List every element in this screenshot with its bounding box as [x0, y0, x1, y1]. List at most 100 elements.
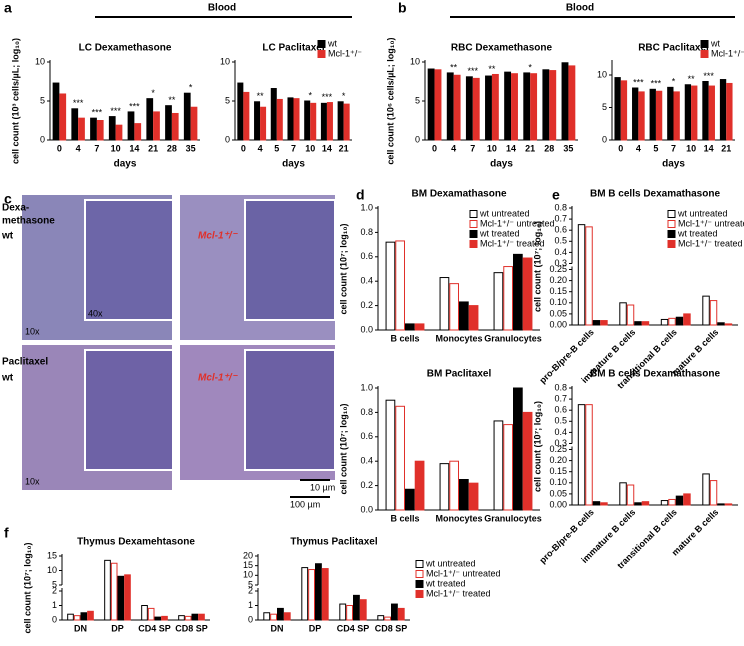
x-tick-label: 10: [111, 143, 121, 153]
bar: [667, 86, 674, 141]
bar: [127, 111, 135, 141]
bar: [684, 84, 692, 141]
bar: [183, 92, 191, 141]
bar: [683, 313, 691, 326]
bar: [522, 257, 533, 331]
bar: [513, 387, 523, 511]
bar: [337, 101, 344, 141]
bar: [702, 295, 710, 326]
y-tick-label: 1: [248, 600, 253, 610]
y-tick-label: 0.15: [549, 286, 567, 296]
bar: [655, 90, 663, 141]
y-tick-label: 0.3: [554, 438, 567, 448]
panel-label: b: [398, 0, 407, 16]
bar: [446, 72, 454, 141]
bar: [147, 607, 155, 621]
bar: [115, 124, 123, 141]
significance: *: [528, 62, 532, 72]
y-axis-label: cell count (10⁷; log₁₀): [338, 403, 348, 494]
chart-title: Thymus Dexamehtasone: [77, 537, 195, 548]
legend-label: Mcl-1⁺/⁻ treated: [480, 238, 545, 248]
y-tick-label: 5: [415, 95, 420, 105]
y-tick-label: 0.0: [360, 324, 373, 334]
y-tick-label: 10: [35, 56, 45, 66]
bar: [634, 502, 642, 506]
bar: [117, 575, 125, 621]
legend-swatch: [415, 560, 424, 568]
y-tick-label: 0: [40, 134, 45, 144]
y-tick-label: 0.5: [554, 416, 567, 426]
significance: **: [168, 95, 176, 105]
panel-label: e: [552, 187, 560, 203]
bar: [73, 615, 81, 621]
legend-swatch: [469, 240, 478, 248]
significance: **: [257, 91, 265, 101]
bar: [96, 120, 104, 141]
magnification: 10x: [25, 326, 40, 336]
y-tick-label: 5: [602, 102, 607, 112]
bar: [287, 97, 294, 141]
bar: [530, 73, 538, 141]
bar: [600, 502, 608, 506]
bar: [691, 85, 698, 141]
bar: [503, 424, 513, 511]
bar: [449, 283, 459, 331]
bar: [453, 74, 461, 141]
x-tick-label: 14: [704, 143, 714, 153]
bar: [561, 62, 569, 141]
legend-swatch: [667, 220, 676, 228]
significance: ***: [73, 98, 84, 108]
bar: [724, 503, 733, 506]
bar: [641, 321, 650, 326]
y-axis-label: cell count (10³ cells/µL; log₁₀): [10, 38, 20, 164]
y-tick-label: 0.10: [549, 477, 567, 487]
y-tick-label: 0.8: [554, 382, 567, 392]
x-tick-label: 4: [258, 143, 263, 153]
y-tick-label: 0.15: [549, 466, 567, 476]
x-tick-label: Monocytes: [435, 333, 482, 343]
significance: ***: [468, 66, 479, 76]
bar: [620, 80, 628, 141]
y-tick-label: 0.05: [549, 488, 567, 498]
bar: [522, 411, 533, 511]
legend-swatch: [415, 580, 424, 588]
x-tick-label: 21: [721, 143, 731, 153]
bar: [405, 488, 415, 511]
bar: [449, 460, 459, 511]
bar: [619, 482, 627, 506]
magnification: 10x: [25, 476, 40, 486]
legend-label: wt untreated: [425, 558, 476, 568]
x-axis-label: days: [114, 159, 137, 170]
y-tick-label: 1.0: [360, 202, 373, 212]
bar: [724, 323, 733, 326]
x-tick-label: DP: [111, 623, 124, 633]
y-tick-label: 0.20: [549, 275, 567, 285]
significance: ***: [129, 101, 140, 111]
y-tick-label: 5: [40, 95, 45, 105]
panel-label: a: [4, 0, 12, 16]
bar: [709, 300, 718, 326]
micrograph-40x: [244, 349, 336, 471]
bar: [660, 318, 669, 326]
legend-swatch: [667, 240, 676, 248]
bar: [141, 605, 148, 621]
bar: [468, 482, 479, 511]
x-tick-label: 7: [470, 143, 475, 153]
y-tick-label: 15: [47, 550, 57, 560]
bar: [190, 106, 198, 141]
micrograph-40x: [244, 199, 336, 321]
bar: [414, 460, 425, 511]
bar: [632, 87, 639, 141]
bar: [308, 569, 316, 621]
bar: [161, 615, 168, 621]
bar: [626, 484, 635, 506]
bar: [293, 98, 300, 141]
x-tick-label: 7: [94, 143, 99, 153]
bar: [243, 91, 250, 141]
chart-title: BM Paclitaxel: [427, 369, 492, 380]
bar: [668, 498, 676, 506]
x-tick-label: 7: [671, 143, 676, 153]
bar: [717, 503, 725, 506]
bar: [626, 304, 635, 326]
bar: [577, 404, 586, 506]
